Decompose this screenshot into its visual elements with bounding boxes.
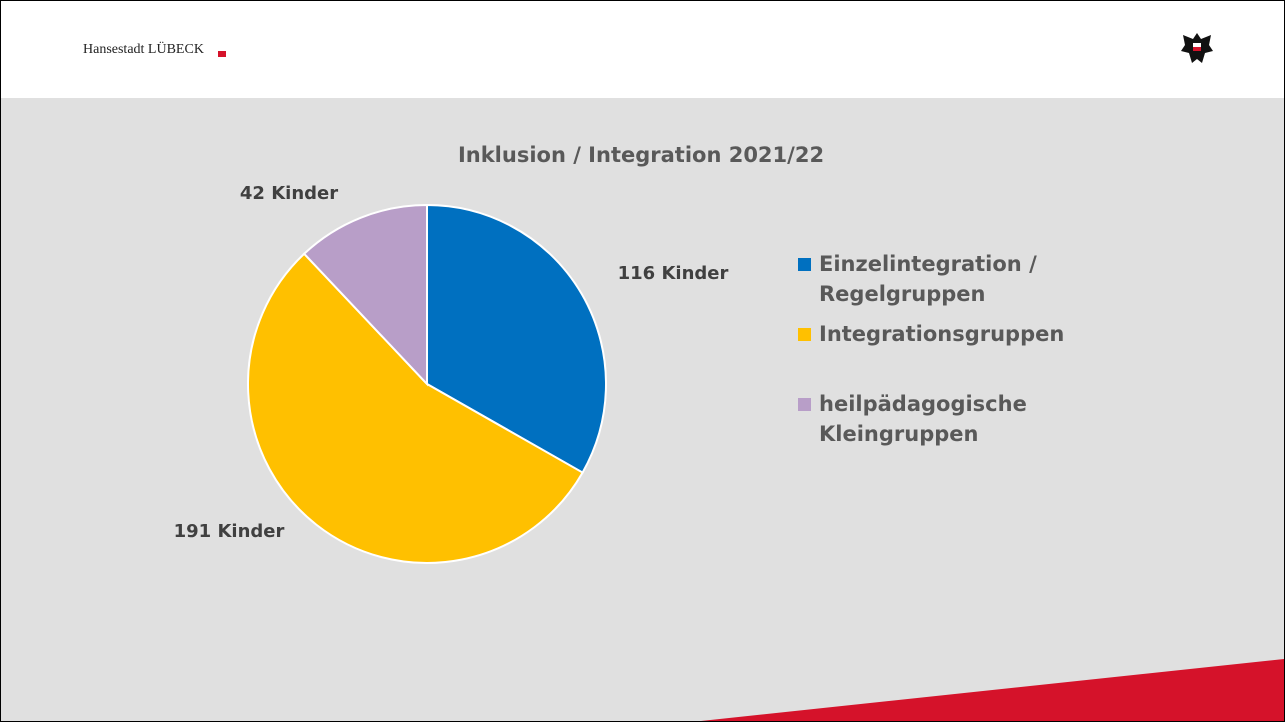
legend-swatch — [798, 398, 811, 411]
data-label: 42 Kinder — [240, 183, 338, 204]
data-label: 191 Kinder — [174, 521, 285, 542]
pie-slice — [302, 203, 428, 387]
legend-swatch — [798, 258, 811, 271]
legend-swatch — [798, 328, 811, 341]
coat-of-arms — [1181, 33, 1213, 63]
chart-title: Inklusion / Integration 2021/22 — [458, 143, 824, 167]
decor-triangle — [701, 659, 1284, 721]
pie-slice — [426, 203, 607, 474]
brand-mark — [218, 49, 226, 57]
header: Hansestadt LÜBECK — [1, 1, 1284, 98]
pie-slice — [247, 252, 584, 564]
legend-label: Integrationsgruppen — [819, 322, 1065, 346]
legend-label: heilpädagogische Kleingruppen — [819, 392, 1027, 446]
data-label: 116 Kinder — [618, 263, 729, 284]
legend-label: Einzelintegration / Regelgruppen — [819, 252, 1037, 306]
brand: Hansestadt LÜBECK — [83, 42, 204, 57]
